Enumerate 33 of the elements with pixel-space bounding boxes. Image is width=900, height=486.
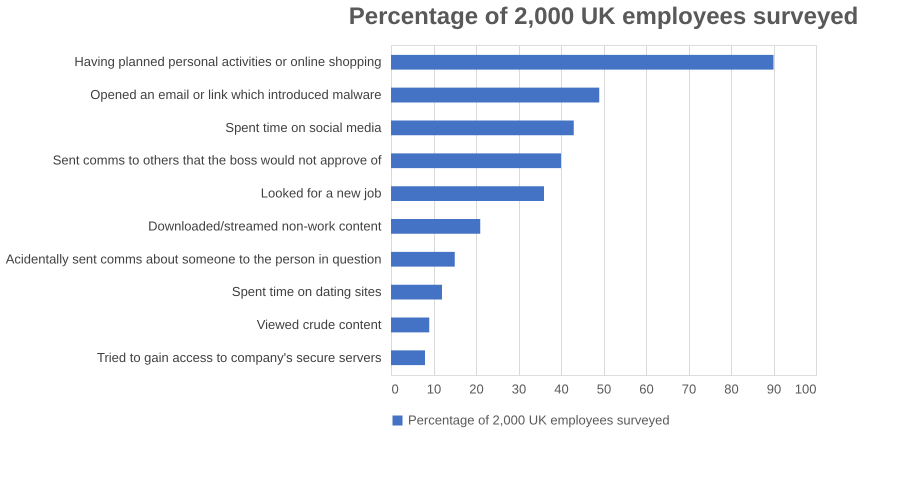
y-tick-label: Having planned personal activities or online shopping <box>74 54 382 70</box>
x-tick-label: 20 <box>469 382 484 396</box>
x-tick-label: 30 <box>512 382 526 396</box>
x-tick-label: 50 <box>596 382 612 396</box>
x-tick-label: 0 <box>392 382 399 396</box>
y-tick-label: Sent comms to others that the boss would not approve of <box>52 152 382 168</box>
y-tick-label: Acidentally sent comms about someone to the person in question <box>6 251 382 266</box>
bar <box>391 252 455 267</box>
bar <box>391 120 574 136</box>
bar <box>391 219 480 234</box>
y-tick-label: Spent time on dating sites <box>232 284 382 300</box>
y-tick-label: Tried to gain access to company's secure servers <box>96 350 382 365</box>
bar <box>391 350 425 366</box>
x-tick-label: 100 <box>794 382 816 396</box>
bar <box>391 54 774 70</box>
x-tick-label: 60 <box>639 382 654 396</box>
bar <box>391 186 544 201</box>
chart-title: Percentage of 2,000 UK employees surveyed <box>348 3 858 30</box>
legend-label: Percentage of 2,000 UK employees surveyed <box>408 412 670 428</box>
y-tick-label: Viewed crude content <box>256 316 382 332</box>
bar <box>391 153 561 168</box>
bar <box>391 284 442 300</box>
y-tick-label: Looked for a new job <box>260 186 382 201</box>
x-tick-label: 80 <box>724 382 739 396</box>
y-tick-label: Spent time on social media <box>225 120 382 135</box>
x-tick-label: 10 <box>426 382 442 396</box>
bar <box>391 88 600 102</box>
x-tick-label: 40 <box>554 382 569 396</box>
y-tick-label: Opened an email or link which introduced malware <box>90 87 382 102</box>
x-tick-label: 70 <box>682 382 696 396</box>
bar <box>391 318 430 332</box>
x-tick-label: 90 <box>766 382 782 396</box>
y-tick-label: Downloaded/streamed non-work content <box>148 218 382 234</box>
